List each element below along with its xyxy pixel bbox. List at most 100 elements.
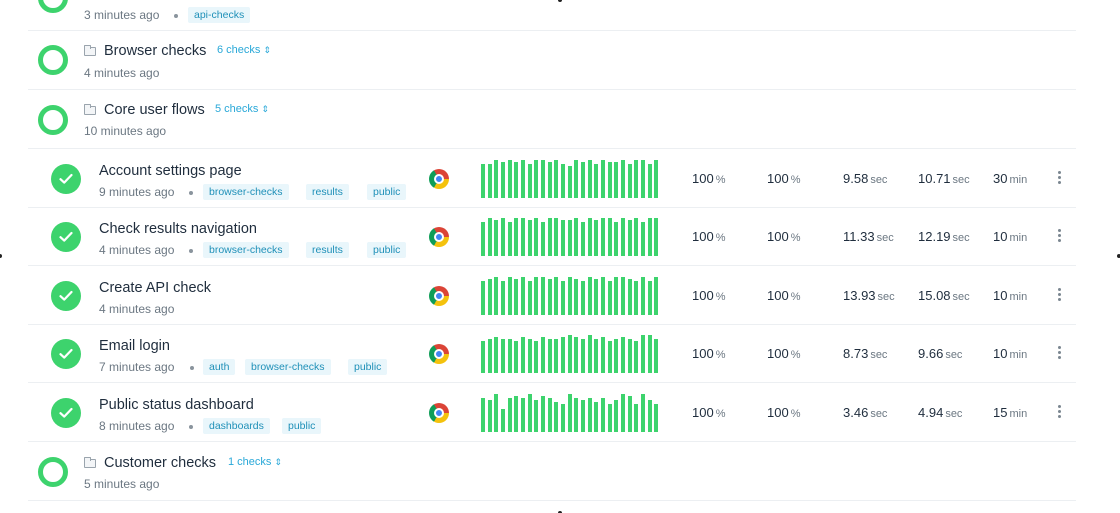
run-history-bar[interactable] — [614, 221, 619, 256]
group-row-core-user-flows[interactable]: Core user flows 5 checks ⇕ 10 minutes ago — [28, 90, 1076, 149]
tag[interactable]: browser-checks — [203, 242, 289, 258]
run-history-bar[interactable] — [634, 218, 639, 256]
run-history-bar[interactable] — [561, 280, 565, 315]
more-options-icon[interactable] — [1058, 346, 1062, 360]
run-history-bar[interactable] — [647, 163, 652, 198]
run-history-bar[interactable] — [647, 399, 652, 432]
check-name[interactable]: Create API check — [99, 280, 212, 296]
run-history-bar[interactable] — [501, 338, 505, 373]
run-history-bar[interactable] — [534, 277, 539, 315]
run-history-bar[interactable] — [594, 338, 599, 373]
run-history-bar[interactable] — [501, 218, 505, 256]
tag[interactable]: public — [282, 418, 322, 434]
tag[interactable]: dashboards — [203, 418, 270, 434]
run-history-bar[interactable] — [634, 340, 639, 373]
run-history-bar[interactable] — [594, 219, 599, 256]
run-history-bar[interactable] — [501, 280, 505, 315]
run-history-bar[interactable] — [581, 280, 585, 315]
tag[interactable]: public — [367, 184, 407, 200]
run-history-bar[interactable] — [534, 340, 539, 373]
run-history-bar[interactable] — [481, 397, 485, 432]
run-history-bar[interactable] — [627, 395, 632, 432]
check-count-toggle[interactable]: 1 checks ⇕ — [228, 456, 282, 468]
run-history-bar[interactable] — [641, 335, 645, 373]
run-history-bar[interactable] — [507, 160, 512, 198]
run-history-bar[interactable] — [574, 336, 579, 373]
run-history-bar[interactable] — [541, 221, 545, 256]
run-history-bar[interactable] — [554, 160, 559, 198]
run-history-bar[interactable] — [594, 163, 599, 198]
run-history-bar[interactable] — [507, 221, 512, 256]
run-history-bar[interactable] — [561, 336, 565, 373]
run-history-bar[interactable] — [587, 160, 592, 198]
run-history-bar[interactable] — [601, 218, 605, 256]
run-history-bar[interactable] — [627, 219, 632, 256]
tag[interactable]: results — [306, 242, 349, 258]
run-history-bar[interactable] — [627, 338, 632, 373]
run-history-bar[interactable] — [587, 218, 592, 256]
run-history-bar[interactable] — [594, 278, 599, 315]
run-history-bar[interactable] — [607, 280, 612, 315]
run-history-bar[interactable] — [554, 338, 559, 373]
run-history-bar[interactable] — [521, 160, 525, 198]
group-name[interactable]: Customer checks — [104, 455, 217, 471]
run-history-bar[interactable] — [554, 401, 559, 432]
run-history-bar[interactable] — [567, 394, 572, 432]
run-history-bar[interactable] — [621, 277, 625, 315]
run-history-bar[interactable] — [547, 278, 552, 315]
run-history-bar[interactable] — [614, 399, 619, 432]
run-history-bar[interactable] — [627, 163, 632, 198]
run-history-bar[interactable] — [614, 277, 619, 315]
run-history-bar[interactable] — [587, 397, 592, 432]
run-history-bar[interactable] — [547, 338, 552, 373]
run-history-bar[interactable] — [541, 160, 545, 198]
check-row[interactable]: Email login 7 minutes ago auth browser-chec… — [28, 325, 1076, 383]
group-row-browser-checks[interactable]: Browser checks 6 checks ⇕ 4 minutes ago — [28, 31, 1076, 90]
run-history-bar[interactable] — [594, 401, 599, 432]
run-history-bar[interactable] — [494, 336, 499, 373]
tag[interactable]: browser-checks — [203, 184, 289, 200]
run-history-bar[interactable] — [621, 218, 625, 256]
run-history-bar[interactable] — [547, 161, 552, 198]
run-history-bar[interactable] — [621, 394, 625, 432]
check-row[interactable]: Create API check 4 minutes ago 100% 100% 13.… — [28, 267, 1076, 325]
run-history-bar[interactable] — [554, 218, 559, 256]
run-history-bar[interactable] — [567, 219, 572, 256]
run-history-bar[interactable] — [634, 280, 639, 315]
run-history-bar[interactable] — [487, 163, 492, 198]
check-name[interactable]: Email login — [99, 338, 170, 354]
run-history-bar[interactable] — [487, 399, 492, 432]
run-history-bar[interactable] — [541, 277, 545, 315]
run-history-bar[interactable] — [581, 221, 585, 256]
run-history-bar[interactable] — [567, 277, 572, 315]
run-history-bar[interactable] — [641, 277, 645, 315]
run-history-bar[interactable] — [607, 340, 612, 373]
run-history-bar[interactable] — [567, 165, 572, 198]
group-row-customer-checks[interactable]: Customer checks 1 checks ⇕ 5 minutes ago — [28, 443, 1076, 501]
run-history-bar[interactable] — [521, 277, 525, 315]
run-history-bar[interactable] — [527, 280, 532, 315]
run-history-bar[interactable] — [574, 218, 579, 256]
run-history-bar[interactable] — [494, 394, 499, 432]
run-history-bar[interactable] — [514, 278, 519, 315]
run-history-bar[interactable] — [547, 218, 552, 256]
run-history-bar[interactable] — [587, 335, 592, 373]
group-name[interactable]: Core user flows — [104, 102, 205, 118]
tag[interactable]: auth — [203, 359, 236, 375]
run-history-bar[interactable] — [574, 397, 579, 432]
check-row[interactable]: Public status dashboard 8 minutes ago dash… — [28, 384, 1076, 442]
run-history-bar[interactable] — [481, 163, 485, 198]
run-history-bar[interactable] — [614, 161, 619, 198]
run-history-bar[interactable] — [561, 163, 565, 198]
tag[interactable]: results — [306, 184, 349, 200]
run-history-bar[interactable] — [654, 403, 659, 432]
run-history-bar[interactable] — [501, 409, 505, 432]
run-history-bar[interactable] — [581, 399, 585, 432]
check-name[interactable]: Account settings page — [99, 163, 242, 179]
run-history-bar[interactable] — [601, 336, 605, 373]
run-history-bar[interactable] — [601, 160, 605, 198]
group-row[interactable]: 3 minutes ago api-checks — [28, 0, 1076, 31]
check-row[interactable]: Account settings page 9 minutes ago browse… — [28, 150, 1076, 208]
run-history-bar[interactable] — [541, 395, 545, 432]
more-options-icon[interactable] — [1058, 288, 1062, 302]
